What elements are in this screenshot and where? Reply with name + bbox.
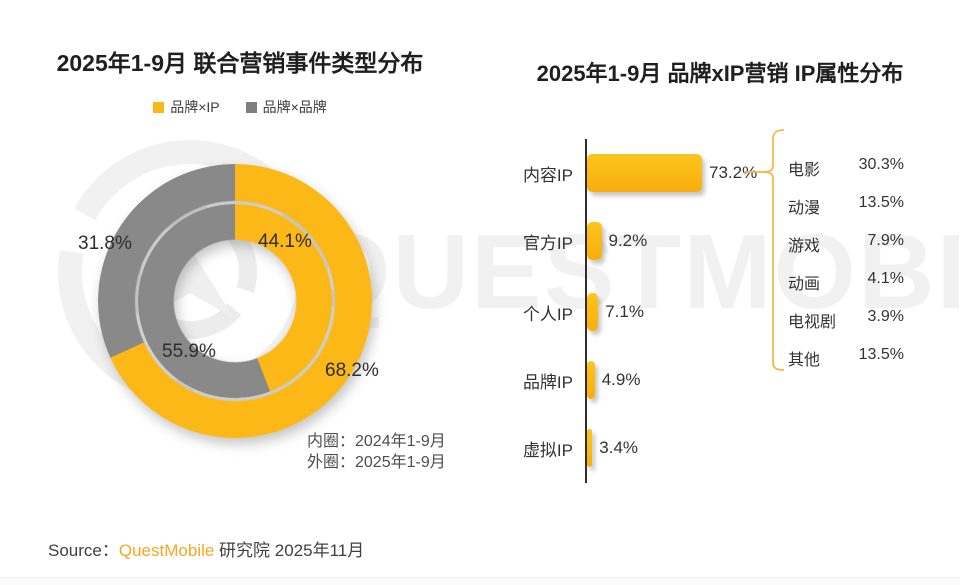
bar-category-label: 内容IP — [522, 165, 573, 185]
breakdown-label: 动画 — [788, 276, 821, 293]
breakdown-value: 3.9% — [867, 308, 904, 325]
bar-category-label: 虚拟IP — [522, 440, 573, 460]
breakdown-label: 游戏 — [788, 238, 821, 255]
bar — [587, 361, 595, 399]
bar-row: 个人IP 7.1% — [493, 293, 644, 331]
breakdown-row: 动漫 13.5% — [788, 194, 904, 218]
breakdown-row: 电视剧 3.9% — [788, 308, 904, 332]
legend-label: 品牌×IP — [170, 99, 220, 115]
bar-category-label: 个人IP — [522, 304, 573, 324]
bar-category-label: 品牌IP — [522, 372, 573, 392]
bar-row: 官方IP 9.2% — [493, 222, 647, 260]
bar — [587, 429, 593, 467]
bar-row: 品牌IP 4.9% — [493, 361, 640, 399]
bar — [587, 293, 599, 331]
source-prefix: Source： — [48, 541, 119, 560]
bar-chart-axis — [585, 139, 587, 483]
bar-row: 内容IP 73.2% — [493, 154, 757, 192]
legend-label: 品牌×品牌 — [262, 99, 327, 115]
breakdown-value: 4.1% — [867, 270, 904, 287]
breakdown-label: 动漫 — [788, 200, 821, 217]
questmobile-watermark-text: QUESTMOBILE — [308, 213, 960, 331]
legend-swatch-yellow-icon — [153, 101, 165, 113]
donut-note-outer: 外圈：2025年1-9月 — [307, 454, 446, 471]
donut-label-outer-yellow: 68.2% — [325, 360, 379, 381]
bar-value-label: 3.4% — [599, 438, 639, 457]
breakdown-value: 13.5% — [858, 194, 904, 211]
donut-ring-note: 内圈：2024年1-9月 外圈：2025年1-9月 — [307, 431, 446, 473]
breakdown-label: 其他 — [788, 352, 821, 369]
donut-inner-ring — [138, 204, 332, 398]
source-line: Source：QuestMobile 研究院 2025年11月 — [48, 536, 364, 561]
left-chart-title: 2025年1-9月 联合营销事件类型分布 — [56, 50, 424, 76]
bar — [587, 222, 602, 260]
breakdown-row: 其他 13.5% — [788, 346, 904, 370]
bar-value-label: 73.2% — [709, 163, 758, 182]
donut-note-inner: 内圈：2024年1-9月 — [307, 433, 446, 450]
source-brand: QuestMobile — [118, 541, 215, 560]
donut-label-inner-yellow: 44.1% — [258, 231, 312, 252]
bar-category-label: 官方IP — [522, 233, 573, 253]
bar-value-label: 4.9% — [601, 370, 641, 389]
legend-item-brand-brand: 品牌×品牌 — [245, 97, 327, 117]
breakdown-row: 动画 4.1% — [788, 270, 904, 294]
donut-chart — [98, 164, 372, 438]
breakdown-row: 电影 30.3% — [788, 156, 904, 180]
right-chart-title: 2025年1-9月 品牌xIP营销 IP属性分布 — [536, 61, 904, 86]
breakdown-value: 13.5% — [858, 346, 904, 363]
left-chart-legend: 品牌×IP 品牌×品牌 — [0, 97, 480, 117]
bar-value-label: 9.2% — [608, 231, 648, 250]
bar — [587, 154, 702, 192]
brace-icon — [744, 129, 785, 371]
legend-swatch-gray-icon — [245, 101, 257, 113]
breakdown-label: 电视剧 — [788, 314, 837, 331]
breakdown-row: 游戏 7.9% — [788, 232, 904, 256]
bar-row: 虚拟IP 3.4% — [493, 429, 638, 467]
legend-item-brand-ip: 品牌×IP — [153, 97, 220, 117]
bar-value-label: 7.1% — [605, 302, 644, 321]
source-rest: 研究院 2025年11月 — [214, 541, 365, 560]
breakdown-label: 电影 — [788, 162, 821, 179]
donut-label-outer-gray: 31.8% — [78, 233, 132, 254]
breakdown-value: 7.9% — [867, 232, 904, 249]
donut-label-inner-gray: 55.9% — [162, 341, 216, 362]
page-bottom-edge — [0, 577, 960, 585]
breakdown-value: 30.3% — [858, 156, 904, 173]
